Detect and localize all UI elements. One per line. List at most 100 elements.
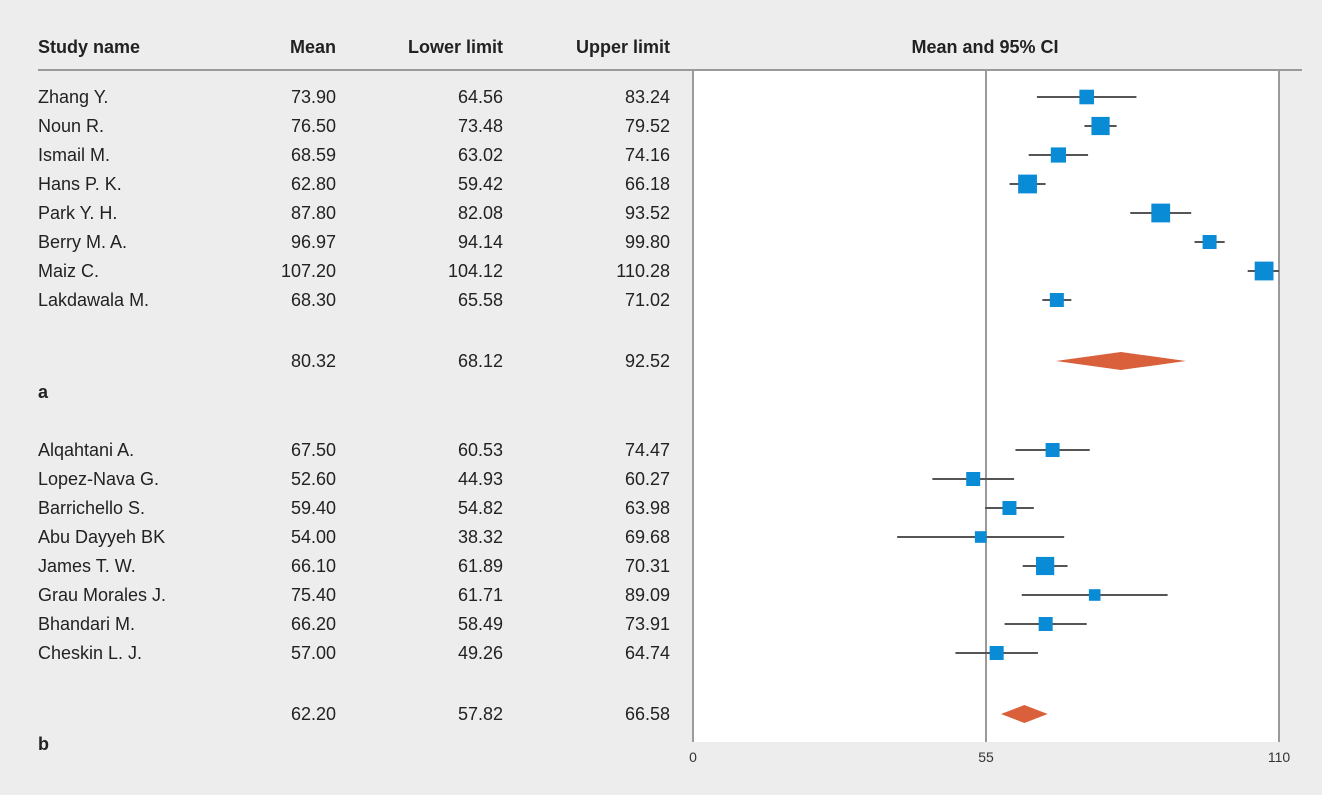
table-header: Study name Mean Lower limit Upper limit … (38, 37, 1059, 57)
study-name: Zhang Y. (38, 87, 108, 107)
study-name: Berry M. A. (38, 232, 127, 252)
study-mean: 59.40 (291, 498, 336, 518)
study-marker (989, 646, 1004, 660)
study-mean: 52.60 (291, 469, 336, 489)
study-mean: 66.10 (291, 556, 336, 576)
study-marker (1002, 501, 1017, 515)
study-name: Park Y. H. (38, 203, 117, 223)
study-mean: 57.00 (291, 643, 336, 663)
study-marker (974, 531, 987, 543)
study-upper-limit: 60.27 (625, 469, 670, 489)
pooled-upper-limit: 92.52 (625, 351, 670, 371)
study-lower-limit: 73.48 (458, 116, 503, 136)
study-marker (1151, 203, 1171, 223)
study-marker (966, 472, 981, 486)
study-lower-limit: 82.08 (458, 203, 503, 223)
x-tick-label: 55 (978, 749, 994, 765)
study-lower-limit: 63.02 (458, 145, 503, 165)
study-lower-limit: 58.49 (458, 614, 503, 634)
study-mean: 68.30 (291, 290, 336, 310)
study-name: Hans P. K. (38, 174, 122, 194)
study-name: Barrichello S. (38, 498, 145, 518)
study-mean: 68.59 (291, 145, 336, 165)
study-upper-limit: 70.31 (625, 556, 670, 576)
study-name: Lopez-Nava G. (38, 469, 159, 489)
study-mean: 76.50 (291, 116, 336, 136)
pooled-diamond (1055, 352, 1186, 370)
study-marker (1038, 617, 1053, 631)
x-tick-label: 0 (689, 749, 697, 765)
plot-area: 0 55 110 (689, 71, 1290, 765)
study-upper-limit: 64.74 (625, 643, 670, 663)
study-marker (1045, 443, 1060, 457)
panel-label: a (38, 382, 49, 402)
study-mean: 107.20 (281, 261, 336, 281)
study-mean: 54.00 (291, 527, 336, 547)
x-tick-label: 110 (1268, 749, 1291, 765)
study-lower-limit: 60.53 (458, 440, 503, 460)
study-lower-limit: 94.14 (458, 232, 503, 252)
study-upper-limit: 66.18 (625, 174, 670, 194)
pooled-lower-limit: 57.82 (458, 704, 503, 724)
study-name: Noun R. (38, 116, 104, 136)
header-mean-95-ci: Mean and 95% CI (911, 37, 1058, 57)
pooled-diamond (1001, 705, 1048, 723)
study-upper-limit: 99.80 (625, 232, 670, 252)
study-upper-limit: 63.98 (625, 498, 670, 518)
study-upper-limit: 74.16 (625, 145, 670, 165)
pooled-mean: 62.20 (291, 704, 336, 724)
study-name: Lakdawala M. (38, 290, 149, 310)
header-mean: Mean (290, 37, 336, 57)
study-marker (1088, 589, 1101, 601)
pooled-upper-limit: 66.58 (625, 704, 670, 724)
study-marker (1036, 556, 1055, 576)
study-mean: 96.97 (291, 232, 336, 252)
study-upper-limit: 79.52 (625, 116, 670, 136)
study-lower-limit: 59.42 (458, 174, 503, 194)
study-name: Maiz C. (38, 261, 99, 281)
header-study-name: Study name (38, 37, 140, 57)
study-marker (1050, 147, 1066, 163)
study-name: Abu Dayyeh BK (38, 527, 165, 547)
study-marker (1049, 293, 1064, 307)
study-upper-limit: 69.68 (625, 527, 670, 547)
study-upper-limit: 74.47 (625, 440, 670, 460)
study-upper-limit: 83.24 (625, 87, 670, 107)
study-lower-limit: 61.71 (458, 585, 503, 605)
study-name: Grau Morales J. (38, 585, 166, 605)
study-lower-limit: 65.58 (458, 290, 503, 310)
study-lower-limit: 44.93 (458, 469, 503, 489)
study-marker (1202, 235, 1217, 249)
table-rows: Zhang Y. 73.90 64.56 83.24 Noun R. 76.50 73.48… (38, 87, 670, 754)
header-upper-limit: Upper limit (576, 37, 670, 57)
study-name: Bhandari M. (38, 614, 135, 634)
study-upper-limit: 73.91 (625, 614, 670, 634)
study-marker (1079, 89, 1094, 105)
study-mean: 73.90 (291, 87, 336, 107)
study-lower-limit: 54.82 (458, 498, 503, 518)
study-marker (1091, 116, 1110, 136)
study-name: James T. W. (38, 556, 136, 576)
study-mean: 62.80 (291, 174, 336, 194)
study-upper-limit: 93.52 (625, 203, 670, 223)
study-lower-limit: 38.32 (458, 527, 503, 547)
study-mean: 67.50 (291, 440, 336, 460)
study-upper-limit: 71.02 (625, 290, 670, 310)
study-mean: 66.20 (291, 614, 336, 634)
study-lower-limit: 49.26 (458, 643, 503, 663)
header-lower-limit: Lower limit (408, 37, 503, 57)
study-upper-limit: 89.09 (625, 585, 670, 605)
study-lower-limit: 64.56 (458, 87, 503, 107)
study-mean: 87.80 (291, 203, 336, 223)
study-name: Ismail M. (38, 145, 110, 165)
panel-label: b (38, 734, 49, 754)
study-lower-limit: 61.89 (458, 556, 503, 576)
study-lower-limit: 104.12 (448, 261, 503, 281)
pooled-lower-limit: 68.12 (458, 351, 503, 371)
study-upper-limit: 110.28 (616, 261, 670, 281)
pooled-mean: 80.32 (291, 351, 336, 371)
study-marker (1018, 174, 1037, 194)
study-mean: 75.40 (291, 585, 336, 605)
study-name: Alqahtani A. (38, 440, 134, 460)
